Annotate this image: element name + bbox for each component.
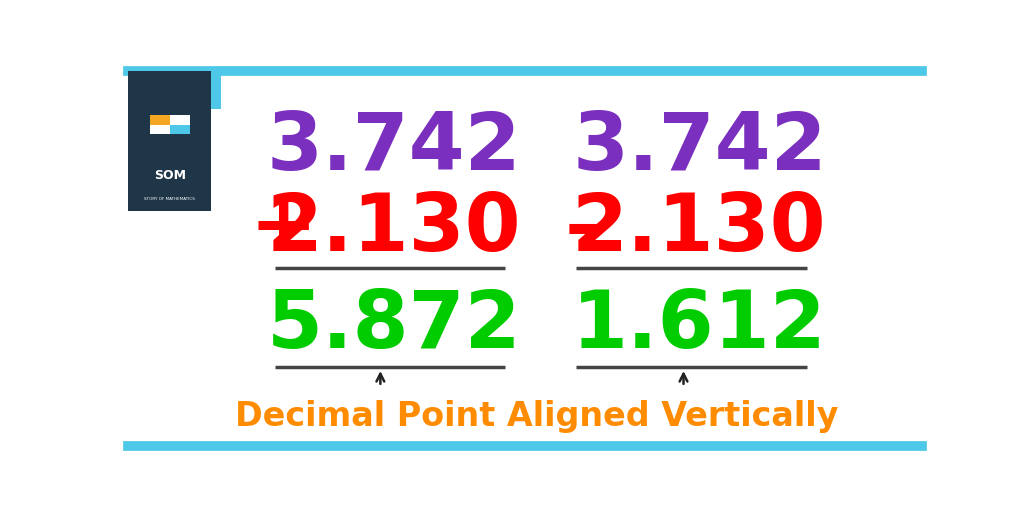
FancyBboxPatch shape (170, 115, 189, 124)
Text: SOM: SOM (154, 169, 185, 182)
Text: Decimal Point Aligned Vertically: Decimal Point Aligned Vertically (236, 400, 839, 433)
Text: –: – (564, 190, 604, 268)
Text: STORY OF MATHEMATICS: STORY OF MATHEMATICS (144, 198, 196, 201)
Text: +: + (249, 190, 316, 268)
Text: 3.742: 3.742 (572, 109, 826, 187)
FancyBboxPatch shape (150, 115, 170, 124)
FancyBboxPatch shape (150, 124, 170, 134)
FancyBboxPatch shape (128, 71, 211, 211)
FancyBboxPatch shape (170, 124, 189, 134)
Text: 1.612: 1.612 (572, 287, 826, 365)
Text: 2.130: 2.130 (572, 190, 826, 268)
Text: 5.872: 5.872 (266, 287, 521, 365)
Text: 2.130: 2.130 (266, 190, 521, 268)
FancyBboxPatch shape (211, 71, 221, 109)
Text: 3.742: 3.742 (266, 109, 521, 187)
